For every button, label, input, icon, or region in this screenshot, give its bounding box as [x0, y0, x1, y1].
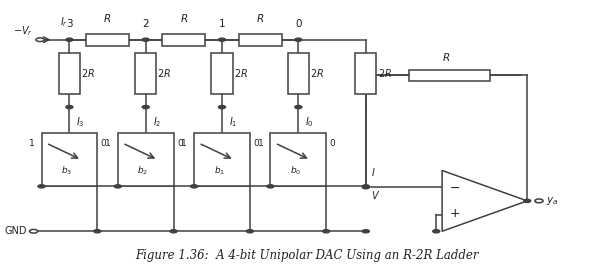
Text: −: − — [450, 182, 461, 195]
Text: 1: 1 — [258, 139, 264, 147]
Circle shape — [362, 230, 370, 233]
Circle shape — [142, 105, 149, 109]
Circle shape — [66, 38, 73, 41]
Circle shape — [29, 229, 38, 233]
Circle shape — [114, 185, 122, 188]
Text: 0: 0 — [330, 139, 335, 147]
Text: $I_r$: $I_r$ — [60, 15, 67, 29]
Circle shape — [362, 185, 370, 188]
Bar — [163, 34, 205, 45]
Bar — [194, 134, 250, 186]
Text: GND: GND — [4, 226, 26, 236]
Text: 1: 1 — [105, 139, 111, 147]
Text: 1: 1 — [29, 139, 34, 147]
Circle shape — [295, 105, 302, 109]
Text: $I$: $I$ — [370, 166, 375, 178]
Circle shape — [219, 105, 226, 109]
Text: $R$: $R$ — [104, 12, 111, 24]
Bar — [239, 34, 282, 45]
Text: Figure 1.36:  A 4-bit Unipolar DAC Using an R-2R Ladder: Figure 1.36: A 4-bit Unipolar DAC Using … — [135, 249, 479, 262]
Text: 2: 2 — [143, 19, 149, 29]
Text: 0: 0 — [295, 19, 302, 29]
Text: $I_2$: $I_2$ — [153, 115, 161, 128]
Text: $I_0$: $I_0$ — [305, 115, 314, 128]
Text: $y_a$: $y_a$ — [546, 195, 559, 207]
Text: $b_2$: $b_2$ — [137, 164, 149, 177]
Bar — [355, 53, 376, 94]
Circle shape — [535, 199, 543, 203]
Text: 0: 0 — [253, 139, 259, 147]
Text: $b_0$: $b_0$ — [290, 164, 301, 177]
Text: $2R$: $2R$ — [377, 67, 392, 79]
Polygon shape — [442, 171, 527, 231]
Text: $V$: $V$ — [370, 189, 380, 201]
Bar — [135, 53, 157, 94]
Circle shape — [362, 186, 370, 189]
Bar — [409, 70, 490, 81]
Text: $2R$: $2R$ — [81, 67, 95, 79]
Circle shape — [94, 230, 101, 233]
Text: $R$: $R$ — [256, 12, 264, 24]
Bar — [288, 53, 309, 94]
Text: 1: 1 — [219, 19, 225, 29]
Circle shape — [219, 38, 226, 41]
Text: $2R$: $2R$ — [310, 67, 324, 79]
Circle shape — [36, 38, 44, 42]
Text: 0: 0 — [101, 139, 107, 147]
Text: $b_1$: $b_1$ — [214, 164, 225, 177]
Text: $-V_r$: $-V_r$ — [13, 25, 33, 38]
Text: $b_3$: $b_3$ — [61, 164, 72, 177]
Circle shape — [323, 230, 330, 233]
Circle shape — [295, 38, 302, 41]
Circle shape — [38, 185, 45, 188]
Bar — [118, 134, 173, 186]
Text: $2R$: $2R$ — [158, 67, 172, 79]
Bar — [270, 134, 326, 186]
Text: +: + — [450, 207, 461, 219]
Bar — [59, 53, 80, 94]
Text: $R$: $R$ — [180, 12, 188, 24]
Text: $2R$: $2R$ — [234, 67, 248, 79]
Circle shape — [433, 230, 440, 233]
Text: $I_1$: $I_1$ — [229, 115, 238, 128]
Circle shape — [142, 38, 149, 41]
Bar — [211, 53, 232, 94]
Text: $I_3$: $I_3$ — [76, 115, 85, 128]
Circle shape — [66, 105, 73, 109]
Bar — [86, 34, 129, 45]
Bar — [42, 134, 98, 186]
Circle shape — [267, 185, 274, 188]
Text: 3: 3 — [66, 19, 73, 29]
Circle shape — [524, 199, 531, 202]
Text: $R$: $R$ — [442, 52, 451, 64]
Text: 0: 0 — [177, 139, 183, 147]
Text: 1: 1 — [181, 139, 187, 147]
Circle shape — [191, 185, 197, 188]
Circle shape — [246, 230, 253, 233]
Circle shape — [170, 230, 177, 233]
